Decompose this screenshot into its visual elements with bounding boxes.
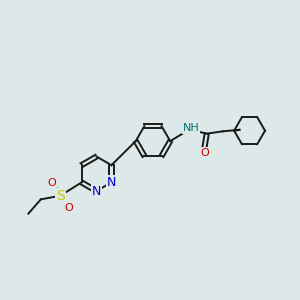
Text: O: O — [47, 178, 56, 188]
Text: N: N — [92, 184, 101, 197]
Text: O: O — [200, 148, 209, 158]
Text: NH: NH — [183, 123, 200, 133]
Text: O: O — [64, 203, 73, 213]
Text: S: S — [56, 189, 64, 203]
Text: N: N — [107, 176, 116, 189]
